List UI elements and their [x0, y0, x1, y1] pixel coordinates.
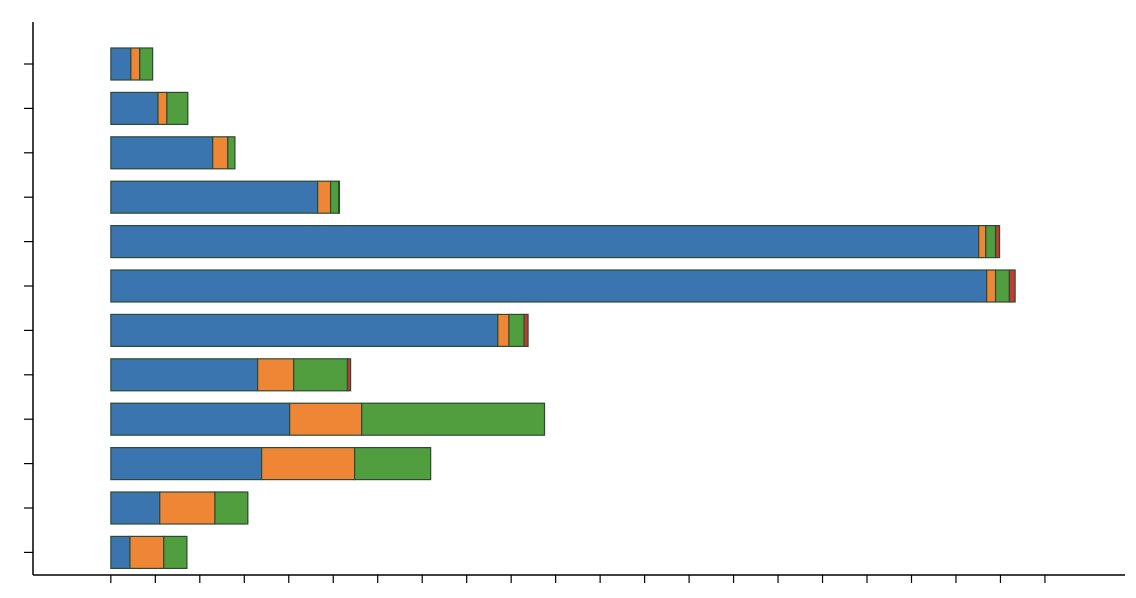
bar-segment [346, 358, 352, 392]
bar-segment [129, 535, 165, 570]
bar-segment [110, 491, 161, 525]
bar-segment [353, 447, 432, 481]
bar-segment [289, 402, 363, 436]
bar-segment [110, 358, 259, 392]
bar-segment [257, 358, 295, 392]
bar-segment [1008, 269, 1016, 303]
bar-segment [110, 535, 131, 570]
bar-segment [110, 269, 988, 303]
bar-segment [293, 358, 349, 392]
bar-segment [497, 313, 510, 347]
bar-segment [214, 491, 249, 525]
bar-segment [110, 225, 980, 259]
bar-segment [212, 136, 229, 170]
bar-segment [110, 47, 132, 81]
bar-segment [508, 313, 525, 347]
bar-segment [994, 269, 1010, 303]
bar-segment [166, 91, 189, 126]
bar-segment [110, 447, 263, 481]
bar-segment [139, 47, 154, 81]
bar-segment [110, 91, 159, 126]
bar-segment [227, 136, 236, 170]
bar-segment [986, 269, 997, 303]
bar-segment [110, 136, 214, 170]
bar-segment [163, 535, 188, 570]
bar-segment [361, 402, 546, 436]
bar-segment [317, 180, 332, 214]
bar-segment [110, 313, 499, 347]
bar-segment [994, 225, 1001, 259]
bar-segment [337, 180, 341, 214]
bar-segment [110, 402, 291, 436]
bar-segment [130, 47, 141, 81]
bar-segment [329, 180, 340, 214]
bar-segment [985, 225, 997, 259]
bar-segment [978, 225, 987, 259]
bar-segment [523, 313, 529, 347]
bar-segment [159, 491, 216, 525]
bar-segment [157, 91, 168, 126]
bar-segment [110, 180, 319, 214]
bar-segment [261, 447, 356, 481]
